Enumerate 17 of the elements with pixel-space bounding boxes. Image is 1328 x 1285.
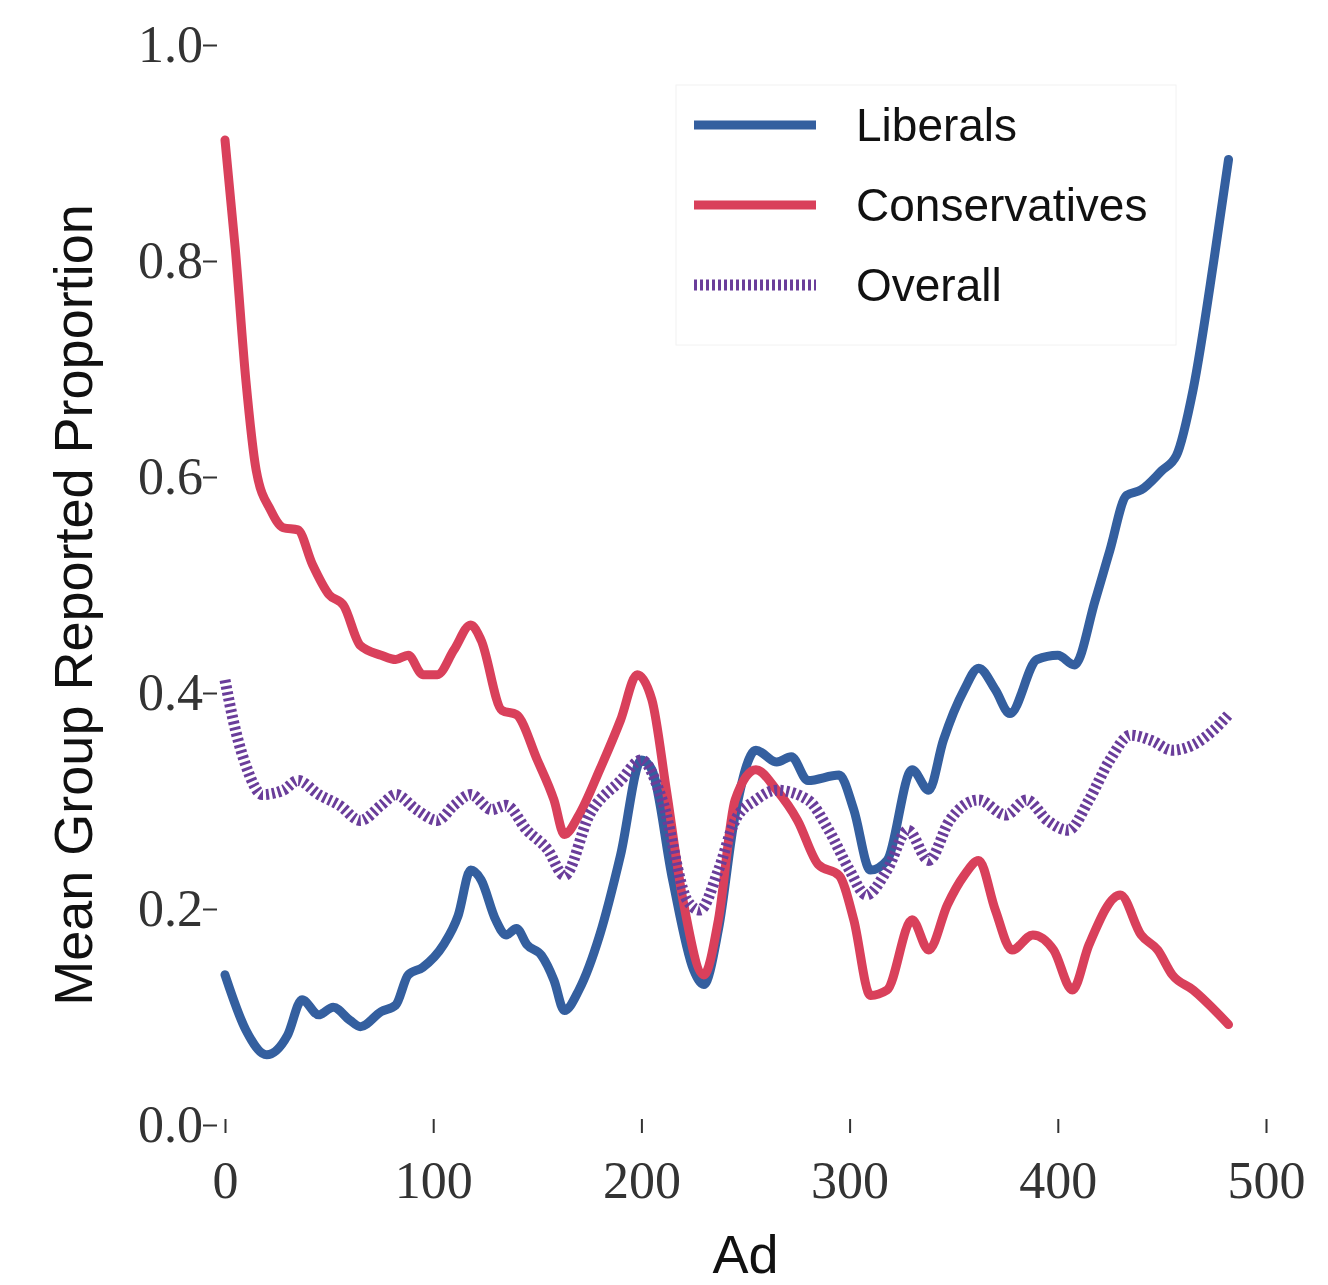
- legend-label: Conservatives: [856, 179, 1148, 232]
- y-axis-title: Mean Group Reported Proportion: [43, 204, 103, 1006]
- y-tick-label: 0.6: [138, 448, 203, 506]
- x-axis-title: Ad: [712, 1224, 779, 1284]
- x-tick-label: 100: [394, 1151, 473, 1209]
- x-tick-label: 500: [1227, 1151, 1306, 1209]
- x-tick-label: 400: [1019, 1151, 1098, 1209]
- legend-label: Liberals: [856, 99, 1018, 152]
- x-tick-label: 0: [212, 1151, 239, 1209]
- legend-label: Overall: [856, 259, 1002, 312]
- x-tick-label: 300: [811, 1151, 890, 1209]
- x-tick-label: 200: [602, 1151, 681, 1209]
- y-tick-label: 0.2: [138, 880, 203, 938]
- y-tick-label: 0.8: [138, 232, 203, 290]
- y-tick-label: 1.0: [138, 16, 203, 74]
- y-tick-label: 0.4: [138, 664, 203, 722]
- y-tick-label: 0.0: [138, 1096, 203, 1154]
